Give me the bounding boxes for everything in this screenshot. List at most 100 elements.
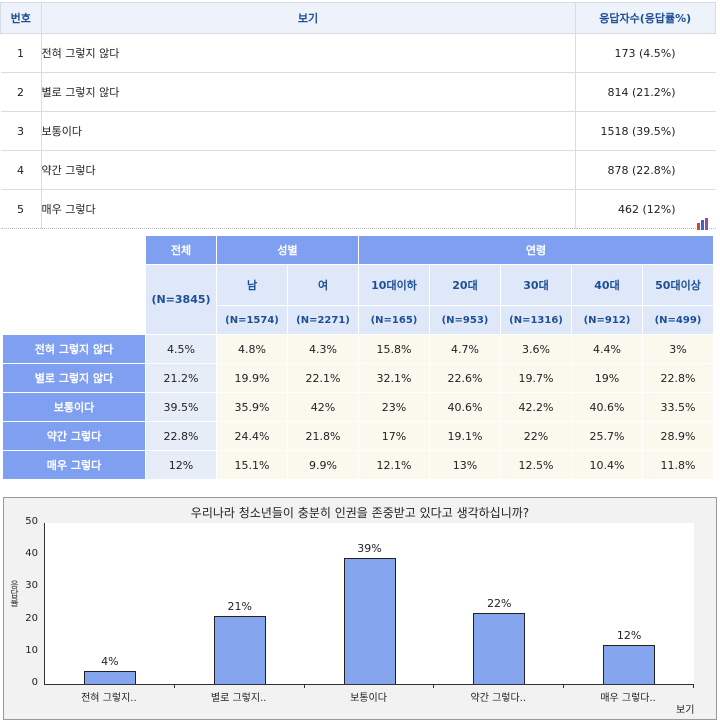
table-row: 4 약간 그렇다 878 (22.8%) (0, 150, 716, 190)
group-total: 전체 (146, 236, 216, 264)
y-tick-label: 20 (25, 612, 38, 624)
row-option: 보통이다 (41, 111, 576, 151)
table-row: 보통이다 39.5% 35.9% 42% 23% 40.6% 42.2% 40.6% 33.5% (3, 393, 713, 421)
row-option: 약간 그렇다 (41, 150, 576, 190)
col-n: (N=2271) (288, 306, 358, 334)
x-tick-mark (173, 684, 175, 688)
cell-value: 42% (288, 393, 358, 421)
header-no: 번호 (0, 2, 42, 34)
cell-value: 25.7% (572, 422, 642, 450)
chart-icon[interactable] (696, 218, 710, 230)
y-tick-label: 0 (31, 677, 38, 688)
col-label: 50대이상 (643, 265, 713, 305)
x-tick-label: 매우 그렇다.. (600, 693, 656, 704)
cell-value: 24.4% (217, 422, 287, 450)
cell-value: 19.1% (430, 422, 500, 450)
y-tick-label: 30 (25, 580, 38, 592)
header-option: 보기 (40, 2, 576, 34)
chart-bar (343, 558, 396, 684)
bar-value-label: 4% (101, 655, 119, 669)
cell-value: 21.8% (288, 422, 358, 450)
chart-title: 우리나라 청소년들이 충분히 인권을 존중받고 있다고 생각하십니까? (190, 506, 530, 520)
col-label: 40대 (572, 265, 642, 305)
cell-value: 3.6% (501, 335, 571, 363)
cell-value: 4.3% (288, 335, 358, 363)
chart-bar (83, 671, 136, 684)
x-tick-mark (693, 684, 694, 688)
row-no: 3 (0, 111, 42, 151)
col-label: 남 (217, 265, 287, 305)
row-count: 173 (4.5%) (575, 33, 716, 73)
table-row: 별로 그렇지 않다 21.2% 19.9% 22.1% 32.1% 22.6% 19.7% 1… (3, 364, 713, 392)
row-label: 별로 그렇지 않다 (3, 364, 145, 392)
cell-value: 3% (643, 335, 713, 363)
plot-area: 4% 21% 39% 22% 12% (44, 523, 694, 685)
bar-value-label: 22% (487, 597, 512, 611)
row-label: 보통이다 (3, 393, 145, 421)
x-tick-label: 전혀 그렇지.. (81, 693, 137, 704)
table-row: 약간 그렇다 22.8% 24.4% 21.8% 17% 19.1% 22% 25.7% 28.… (3, 422, 713, 450)
row-count: 814 (21.2%) (575, 72, 716, 112)
cell-value: 39.5% (146, 393, 216, 421)
table-row: 전혀 그렇지 않다 4.5% 4.8% 4.3% 15.8% 4.7% 3.6% 4.4% 3% (3, 335, 713, 363)
row-count: 878 (22.8%) (575, 150, 716, 190)
table-row: 3 보통이다 1518 (39.5%) (0, 111, 716, 151)
row-count: 462 (12%) (575, 189, 716, 229)
cell-value: 42.2% (501, 393, 571, 421)
cell-value: 22.1% (288, 364, 358, 392)
col-n: (N=953) (430, 306, 500, 334)
cell-value: 40.6% (430, 393, 500, 421)
cell-value: 19% (572, 364, 642, 392)
chart-bar (473, 613, 526, 684)
cell-value: 15.1% (217, 451, 287, 479)
col-label: 20대 (430, 265, 500, 305)
col-n: (N=912) (572, 306, 642, 334)
cell-value: 10.4% (572, 451, 642, 479)
row-label: 매우 그렇다 (3, 451, 145, 479)
x-tick-mark (303, 684, 305, 688)
bar-chart: 우리나라 청소년들이 충분히 인권을 존중받고 있다고 생각하십니까? 응답률 … (3, 497, 717, 720)
y-axis-label: 응답률 (8, 580, 18, 607)
col-n: (N=499) (643, 306, 713, 334)
crosstab-table: 전체 성별 연령 (N=3845) 남 여 10대이하 20대 30대 40대 … (2, 235, 714, 480)
cell-value: 21.2% (146, 364, 216, 392)
y-tick-label: 40 (25, 548, 38, 560)
cell-value: 4.5% (146, 335, 216, 363)
x-axis-title: 보기 (676, 705, 695, 716)
x-tick-mark (433, 684, 435, 688)
x-tick-mark (563, 684, 565, 688)
x-tick-label: 별로 그렇지.. (210, 693, 267, 704)
row-count: 1518 (39.5%) (575, 111, 716, 151)
corner-cell (3, 236, 145, 334)
group-age: 연령 (359, 236, 713, 264)
col-label: 30대 (501, 265, 571, 305)
group-gender: 성별 (217, 236, 358, 264)
bar-value-label: 21% (227, 600, 252, 614)
table-row: 2 별로 그렇지 않다 814 (21.2%) (0, 72, 716, 112)
header-count: 응답자수(응답률%) (574, 2, 716, 34)
cell-value: 33.5% (643, 393, 713, 421)
chart-bar (213, 616, 266, 684)
row-label: 약간 그렇다 (3, 422, 145, 450)
row-no: 4 (0, 150, 42, 190)
y-tick-label: 10 (25, 644, 38, 656)
cell-value: 12.5% (501, 451, 571, 479)
col-label: 10대이하 (359, 265, 429, 305)
col-n: (N=165) (359, 306, 429, 334)
row-no: 2 (0, 72, 42, 112)
row-option: 전혀 그렇지 않다 (41, 33, 576, 73)
col-n: (N=1316) (501, 306, 571, 334)
row-no: 5 (0, 189, 42, 229)
response-table: 번호 보기 응답자수(응답률%) 1 전혀 그렇지 않다 173 (4.5%) … (0, 2, 716, 229)
cell-value: 15.8% (359, 335, 429, 363)
cell-value: 4.8% (217, 335, 287, 363)
cell-value: 17% (359, 422, 429, 450)
cell-value: 9.9% (288, 451, 358, 479)
cell-value: 13% (430, 451, 500, 479)
cell-value: 32.1% (359, 364, 429, 392)
chart-bar (603, 645, 656, 684)
x-tick-label: 약간 그렇다.. (470, 693, 527, 704)
total-n: (N=3845) (146, 265, 216, 334)
row-option: 별로 그렇지 않다 (41, 72, 576, 112)
cell-value: 12% (146, 451, 216, 479)
